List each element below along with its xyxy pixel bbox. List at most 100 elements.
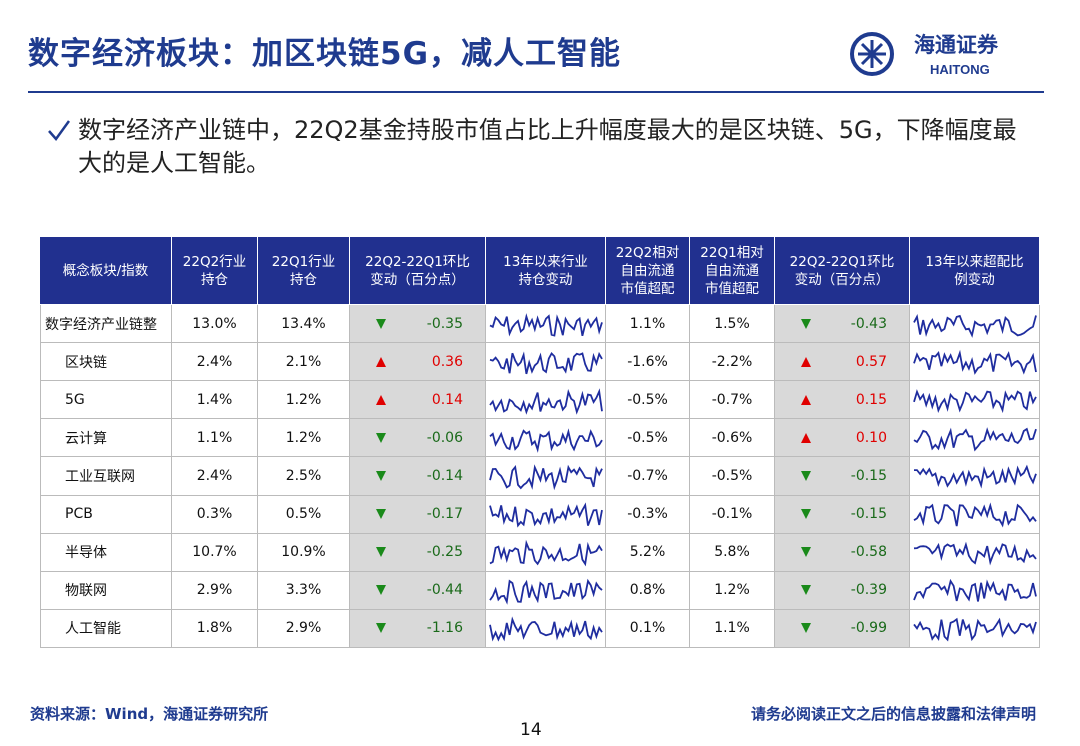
table-cell: -0.44 (350, 571, 486, 610)
table-cell: -0.43 (775, 305, 910, 344)
cell-text: 2.9% (196, 582, 233, 599)
change-value: -0.35 (426, 315, 463, 332)
row-label: 区块链 (40, 343, 172, 382)
table-cell: -0.17 (350, 495, 486, 534)
bullet-text: 数字经济产业链中，22Q2基金持股市值占比上升幅度最大的是区块链、5G，下降幅度… (78, 116, 1017, 177)
change-value: -0.44 (426, 582, 463, 599)
trend-arrow (376, 470, 386, 481)
table-cell: 10.9% (258, 533, 350, 572)
sparkline-cell (486, 495, 606, 534)
table-cell: 0.5% (258, 495, 350, 534)
trend-arrow (801, 432, 811, 443)
sparkline (489, 502, 603, 528)
table-cell: -0.25 (350, 533, 486, 572)
cell-text: 0.3% (196, 506, 233, 523)
sparkline-cell (910, 457, 1040, 496)
sparkline-cell (910, 533, 1040, 572)
sparkline (489, 312, 603, 337)
column-header: 22Q2-22Q1环比 变动（百分点） (775, 237, 910, 305)
change-value: -0.15 (850, 467, 887, 484)
change-value: -0.25 (426, 544, 463, 561)
table-cell: 1.2% (258, 381, 350, 420)
sparkline-cell (910, 609, 1040, 648)
row-label: 数字经济产业链整 (40, 305, 172, 344)
sparkline (913, 388, 1037, 413)
table-cell: 2.1% (258, 343, 350, 382)
table-cell: -0.6% (690, 419, 775, 458)
row-label-text: 5G (65, 391, 85, 408)
table-cell: 10.7% (172, 533, 258, 572)
row-label-text: 区块链 (65, 354, 107, 371)
sparkline-cell (486, 457, 606, 496)
sparkline (489, 464, 603, 491)
column-header: 13年以来行业 持仓变动 (486, 237, 606, 305)
change-value: 0.14 (431, 391, 463, 408)
cell-text: 10.9% (281, 544, 326, 561)
logo: 海通证券 HAITONG (850, 32, 999, 77)
table-cell: 1.4% (172, 381, 258, 420)
sparkline (913, 541, 1037, 566)
table-cell: 1.2% (690, 571, 775, 610)
cell-text: 1.2% (714, 582, 750, 599)
sparkline (913, 502, 1037, 528)
table-cell: 0.1% (606, 609, 690, 648)
trend-arrow (376, 509, 386, 520)
change-value: -0.39 (850, 582, 887, 599)
sparkline-cell (910, 419, 1040, 458)
table-cell: 0.15 (775, 381, 910, 420)
table-cell: -0.15 (775, 495, 910, 534)
column-header: 22Q1相对 自由流通 市值超配 (690, 237, 775, 305)
row-label: 5G (40, 381, 172, 420)
trend-arrow (801, 585, 811, 596)
trend-arrow (376, 623, 386, 634)
sparkline (913, 313, 1037, 338)
change-value: -0.14 (426, 467, 463, 484)
column-header: 22Q2-22Q1环比 变动（百分点） (350, 237, 486, 305)
table-cell: -0.35 (350, 305, 486, 344)
table-cell: 5.2% (606, 533, 690, 572)
change-value: 0.15 (855, 391, 887, 408)
table-cell: -0.14 (350, 457, 486, 496)
table-cell: -0.15 (775, 457, 910, 496)
cell-text: 1.4% (196, 391, 233, 408)
change-value: 0.57 (855, 353, 887, 370)
cell-text: 1.2% (285, 429, 322, 446)
trend-arrow (801, 394, 811, 405)
trend-arrow (801, 547, 811, 558)
sparkline (489, 428, 603, 453)
row-label: 云计算 (40, 419, 172, 458)
trend-arrow (376, 585, 386, 596)
table-cell: 3.3% (258, 571, 350, 610)
cell-text: 2.1% (285, 353, 322, 370)
sparkline-cell (486, 609, 606, 648)
logo-en: HAITONG (930, 62, 990, 77)
table-cell: -0.3% (606, 495, 690, 534)
table-cell: 0.36 (350, 343, 486, 382)
trend-arrow (376, 547, 386, 558)
table-cell: -0.39 (775, 571, 910, 610)
table-cell: 13.0% (172, 305, 258, 344)
cell-text: 5.8% (714, 544, 750, 561)
table-cell: -0.7% (606, 457, 690, 496)
sparkline (489, 388, 603, 415)
cell-text: 1.8% (196, 620, 233, 637)
cell-text: -0.3% (627, 506, 668, 523)
row-label: 物联网 (40, 571, 172, 610)
sparkline (914, 464, 1037, 489)
change-value: 0.10 (855, 429, 887, 446)
row-label: 半导体 (40, 533, 172, 572)
table-cell: -2.2% (690, 343, 775, 382)
table-cell: 1.8% (172, 609, 258, 648)
sparkline-cell (486, 343, 606, 382)
table-cell: 1.2% (258, 419, 350, 458)
slide-title: 数字经济板块：加区块链5G，减人工智能 (28, 36, 622, 72)
cell-text: 0.1% (629, 620, 666, 637)
disclaimer: 请务必阅读正文之后的信息披露和法律声明 (750, 705, 1036, 723)
sparkline-cell (910, 571, 1040, 610)
cell-text: 1.5% (714, 315, 750, 332)
row-label-text: 工业互联网 (65, 468, 135, 485)
change-value: -0.17 (426, 506, 463, 523)
source: 资料来源：Wind，海通证券研究所 (30, 705, 269, 723)
check-icon (48, 120, 71, 142)
